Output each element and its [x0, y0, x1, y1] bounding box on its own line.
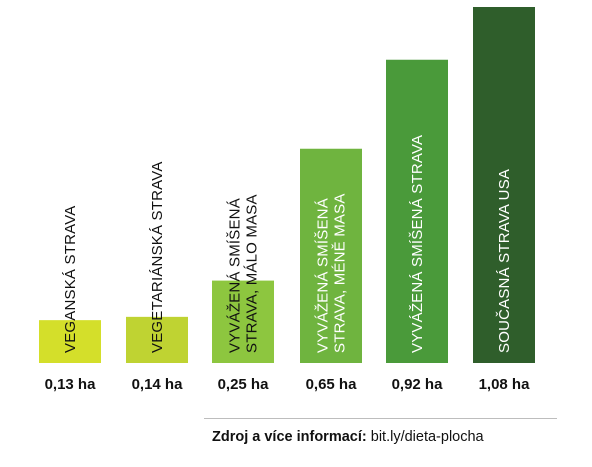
source-divider: [204, 418, 557, 419]
category-label-3-line-1: STRAVA, MÉNĚ MASA: [332, 193, 349, 353]
source-note: Zdroj a více informací: bit.ly/dieta-plo…: [212, 429, 484, 445]
category-label-3-line-0: VYVÁŽENÁ SMÍŠENÁ: [315, 198, 332, 353]
category-label-0: VEGANSKÁ STRAVA: [62, 206, 79, 354]
value-label-3: 0,65 ha: [306, 376, 358, 393]
value-label-2: 0,25 ha: [218, 376, 270, 393]
category-label-3: VYVÁŽENÁ SMÍŠENÁ STRAVA, MÉNĚ MASA: [315, 193, 349, 353]
bar-5: [473, 7, 535, 363]
value-label-5: 1,08 ha: [479, 376, 531, 393]
category-label-2-line-1: STRAVA, MÁLO MASA: [244, 194, 261, 353]
category-label-0-line-0: VEGANSKÁ STRAVA: [62, 206, 79, 354]
bar-3: [300, 148, 362, 363]
category-label-1-line-0: VEGETARIÁNSKÁ STRAVA: [149, 161, 166, 353]
category-label-4-line-0: VYVÁŽENÁ SMÍŠENÁ STRAVA: [409, 135, 426, 353]
category-label-2-line-0: VYVÁŽENÁ SMÍŠENÁ: [227, 198, 244, 353]
bar-0: [39, 320, 101, 363]
category-label-5: SOUČASNÁ STRAVA USA: [496, 169, 513, 353]
value-label-0: 0,13 ha: [45, 376, 97, 393]
bar-4: [386, 59, 448, 363]
source-separator: :: [361, 429, 367, 445]
source-link[interactable]: bit.ly/dieta-plocha: [366, 429, 484, 445]
category-label-4: VYVÁŽENÁ SMÍŠENÁ STRAVA: [409, 135, 426, 353]
bar-1: [126, 316, 188, 363]
category-label-1: VEGETARIÁNSKÁ STRAVA: [149, 161, 166, 353]
value-label-4: 0,92 ha: [392, 376, 444, 393]
value-label-1: 0,14 ha: [132, 376, 184, 393]
category-label-2: VYVÁŽENÁ SMÍŠENÁ STRAVA, MÁLO MASA: [227, 194, 261, 353]
bar-2: [212, 280, 274, 363]
source-label: Zdroj a více informací: [212, 429, 362, 445]
category-label-5-line-0: SOUČASNÁ STRAVA USA: [496, 169, 513, 353]
